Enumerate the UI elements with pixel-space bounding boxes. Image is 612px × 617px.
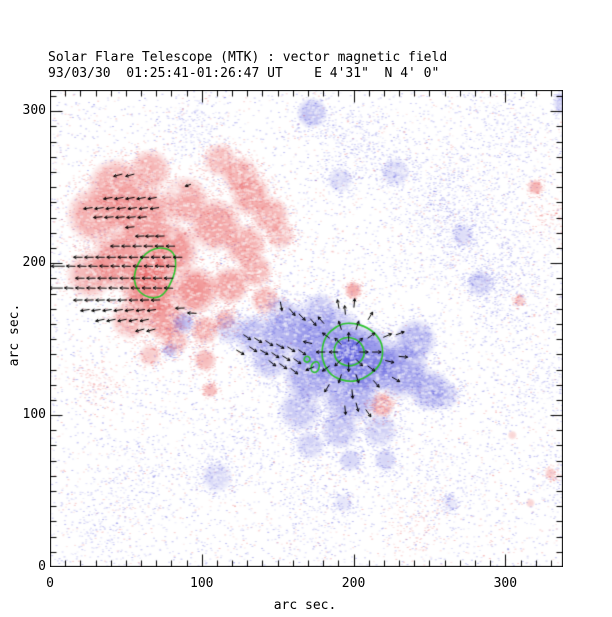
y-tick-label: 0 xyxy=(38,559,46,574)
x-tick-label: 100 xyxy=(190,576,214,591)
x-axis-label: arc sec. xyxy=(273,598,337,613)
plot-title: Solar Flare Telescope (MTK) : vector mag… xyxy=(48,50,448,65)
plot-subtitle: 93/03/30 01:25:41-01:26:47 UT E 4'31" N … xyxy=(48,66,440,81)
magnetogram-plot-canvas xyxy=(50,90,563,567)
y-tick-label: 100 xyxy=(22,407,46,423)
x-tick-label: 200 xyxy=(341,576,366,591)
x-tick-label: 0 xyxy=(46,576,54,591)
y-tick-label: 200 xyxy=(22,255,46,271)
x-tick-label: 300 xyxy=(493,576,518,591)
y-axis-label: arc sec. xyxy=(7,303,22,367)
y-tick-label: 300 xyxy=(22,103,46,119)
